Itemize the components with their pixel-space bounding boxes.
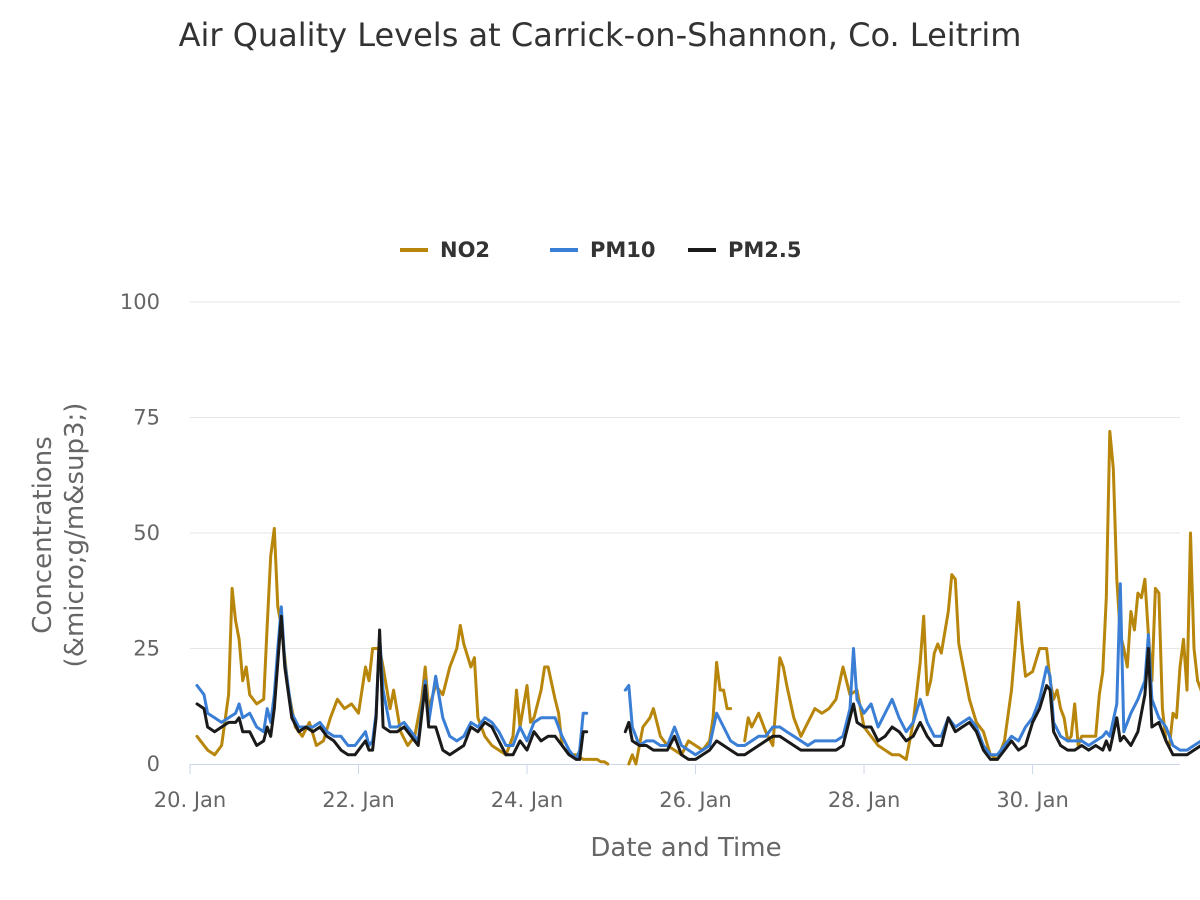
plot-area bbox=[195, 429, 1200, 766]
series-line-pm25 bbox=[195, 614, 1200, 761]
x-tick-label: 26. Jan bbox=[659, 788, 731, 812]
x-axis: 20. Jan 22. Jan 24. Jan 26. Jan 28. Jan 30. J… bbox=[154, 764, 1180, 812]
y-tick-label: 100 bbox=[120, 290, 160, 314]
legend-label-pm25: PM2.5 bbox=[728, 238, 802, 262]
legend-label-no2: NO2 bbox=[440, 238, 490, 262]
x-axis-title: Date and Time bbox=[590, 833, 781, 863]
y-axis-title-line: Concentrations bbox=[28, 436, 58, 633]
chart-title: Air Quality Levels at Carrick-on-Shannon… bbox=[179, 16, 1022, 54]
y-tick-label: 0 bbox=[147, 752, 160, 776]
x-tick-label: 20. Jan bbox=[154, 788, 226, 812]
y-tick-label: 50 bbox=[133, 521, 160, 545]
x-tick-label: 30. Jan bbox=[996, 788, 1068, 812]
y-axis: 0 25 50 75 100 bbox=[120, 290, 160, 776]
y-axis-title: Concentrations(&micro;g/m&sup3;) bbox=[28, 403, 90, 668]
y-axis-title-line: (&micro;g/m&sup3;) bbox=[60, 403, 90, 668]
legend-label-pm10: PM10 bbox=[590, 238, 656, 262]
y-tick-label: 75 bbox=[133, 406, 160, 430]
x-tick-label: 28. Jan bbox=[828, 788, 900, 812]
legend: NO2 PM10 PM2.5 bbox=[400, 238, 802, 262]
x-tick-label: 22. Jan bbox=[322, 788, 394, 812]
y-tick-label: 25 bbox=[133, 637, 160, 661]
x-tick-label: 24. Jan bbox=[491, 788, 563, 812]
